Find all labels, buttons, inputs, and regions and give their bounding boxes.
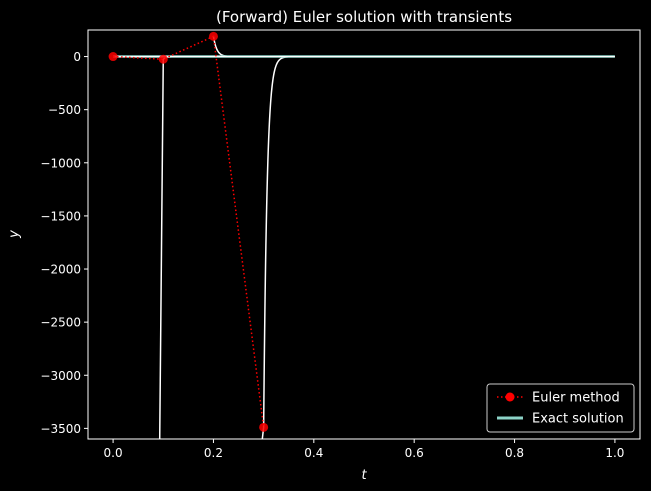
y-tick-label: 0 bbox=[73, 50, 81, 64]
y-tick-label: −500 bbox=[48, 103, 81, 117]
legend-box bbox=[486, 383, 635, 433]
y-tick-label: −2000 bbox=[40, 263, 81, 277]
x-tick-label: 1.0 bbox=[605, 446, 624, 460]
x-tick-label: 0.6 bbox=[405, 446, 424, 460]
y-tick-label: −1500 bbox=[40, 209, 81, 223]
legend-euler-label: Euler method bbox=[532, 391, 620, 406]
euler-method-line bbox=[113, 35, 265, 428]
x-tick-label: 0.4 bbox=[304, 446, 323, 460]
x-tick-label: 0.2 bbox=[204, 446, 223, 460]
x-tick-label: 0.0 bbox=[104, 446, 123, 460]
x-axis-ticks: 0.0 0.2 0.4 0.6 0.8 1.0 bbox=[104, 439, 624, 460]
euler-point bbox=[259, 422, 269, 432]
y-tick-label: −3000 bbox=[40, 369, 81, 383]
chart-title: (Forward) Euler solution with transients bbox=[216, 8, 512, 26]
y-tick-label: −2500 bbox=[40, 316, 81, 330]
legend: Euler method Exact solution bbox=[486, 383, 635, 433]
y-axis-label: y bbox=[7, 230, 22, 239]
axes-frame bbox=[87, 29, 641, 440]
x-axis-label: t bbox=[361, 468, 367, 483]
x-tick-label: 0.8 bbox=[505, 446, 524, 460]
euler-point bbox=[108, 52, 118, 62]
y-axis-ticks: 0 −500 −1000 −1500 −2000 −2500 −3000 −3500 bbox=[40, 50, 88, 436]
legend-euler-marker bbox=[505, 392, 515, 402]
euler-point bbox=[208, 31, 218, 41]
legend-exact-label: Exact solution bbox=[532, 412, 624, 427]
plot-area bbox=[108, 31, 615, 439]
y-tick-label: −3500 bbox=[40, 422, 81, 436]
euler-point bbox=[158, 54, 168, 64]
y-tick-label: −1000 bbox=[40, 156, 81, 170]
